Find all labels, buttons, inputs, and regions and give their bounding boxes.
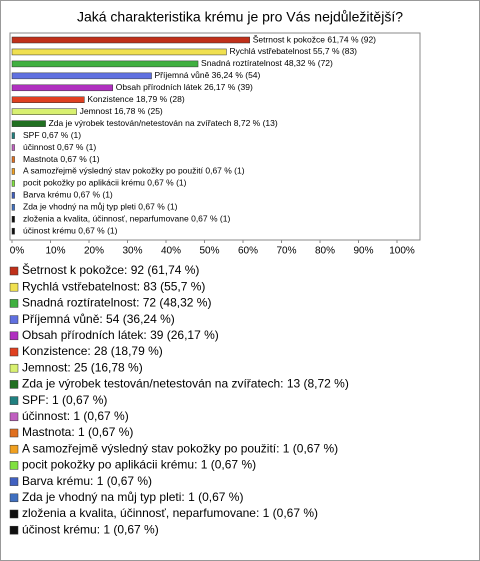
bar-label: Zda je vhodný na můj typ pleti 0,67 % (1… <box>23 202 178 212</box>
plot-frame <box>9 32 421 241</box>
x-tick-label: 100% <box>389 246 415 257</box>
x-tick-label: 60% <box>238 246 258 257</box>
x-tick-label: 20% <box>84 246 104 257</box>
legend-label: Snadná roztíratelnost: 72 (48,32 %) <box>22 296 211 310</box>
legend-swatch <box>9 266 19 276</box>
bar <box>11 156 15 163</box>
legend-label: Mastnota: 1 (0,67 %) <box>22 425 133 439</box>
x-tick-label: 80% <box>315 246 335 257</box>
x-tick-label: 70% <box>276 246 296 257</box>
legend-swatch <box>9 363 19 373</box>
legend-swatch <box>9 396 19 405</box>
x-tick-label: 10% <box>45 246 65 257</box>
bar-label: SPF 0,67 % (1) <box>23 130 81 140</box>
legend-label: Zda je vhodný na můj typ pleti: 1 (0,67 … <box>22 490 243 504</box>
bar <box>11 227 15 235</box>
legend-swatch <box>9 380 19 389</box>
bar-label: Zda je výrobek testován/netestován na zv… <box>49 118 278 128</box>
x-tick-label: 90% <box>353 246 373 257</box>
legend-swatch <box>9 461 19 470</box>
bar-label: Barva krému 0,67 % (1) <box>23 190 113 200</box>
bar-label: pocit pokožky po aplikácii krému 0,67 % … <box>23 178 187 188</box>
bar-label: A samozřejmě výsledný stav pokožky po po… <box>23 166 245 176</box>
x-tick-label: 0% <box>10 246 25 257</box>
legend-label: SPF: 1 (0,67 %) <box>22 393 107 407</box>
legend-swatch <box>9 412 19 422</box>
bar-label: Obsah přírodních látek 26,17 % (39) <box>116 82 253 92</box>
legend-label: Příjemná vůně: 54 (36,24 %) <box>22 312 175 326</box>
legend-label: Barva krému: 1 (0,67 %) <box>22 474 152 488</box>
x-tick-label: 50% <box>199 246 219 257</box>
bar <box>11 48 227 56</box>
bar-label: Jemnost 16,78 % (25) <box>80 106 163 116</box>
legend-swatch <box>9 315 19 324</box>
legend-label: A samozřejmě výsledný stav pokožky po po… <box>22 441 338 455</box>
bar-label: účinost krému 0,67 % (1) <box>23 225 118 235</box>
bar <box>11 72 152 80</box>
bar <box>11 120 46 127</box>
legend-label: Jemnost: 25 (16,78 %) <box>22 360 143 374</box>
legend-label: pocit pokožky po aplikácii krému: 1 (0,6… <box>22 458 256 472</box>
legend-swatch <box>9 282 19 292</box>
legend-label: Šetrnost k pokožce: 92 (61,74 %) <box>22 262 199 277</box>
bar-label: Konzistence 18,79 % (28) <box>87 94 185 104</box>
x-tick-label: 30% <box>122 246 142 257</box>
legend-swatch <box>9 299 19 308</box>
legend-swatch <box>9 525 19 535</box>
bar-label: Příjemná vůně 36,24 % (54) <box>155 70 261 80</box>
bar <box>11 132 15 139</box>
x-tick-label: 40% <box>161 246 181 257</box>
bar <box>11 84 114 92</box>
bar <box>11 204 15 211</box>
legend-swatch <box>9 493 19 503</box>
legend-swatch <box>9 444 19 454</box>
chart-title: Jaká charakteristika krému je pro Vás ne… <box>77 9 403 25</box>
bar <box>11 36 250 44</box>
legend-swatch <box>9 347 19 357</box>
bar <box>11 96 85 103</box>
legend-swatch <box>9 509 19 519</box>
legend-label: účinnost: 1 (0,67 %) <box>22 409 129 423</box>
bar <box>11 108 77 115</box>
legend-label: Obsah přírodních látek: 39 (26,17 %) <box>22 328 219 342</box>
legend-swatch <box>9 428 19 438</box>
bar <box>11 168 15 175</box>
bar-label: účinnost 0,67 % (1) <box>23 142 96 152</box>
bar <box>11 144 15 151</box>
bar-label: Snadná roztíratelnost 48,32 % (72) <box>201 58 333 68</box>
bar-label: Rychlá vstřebatelnost 55,7 % (83) <box>229 46 357 56</box>
bar-label: Mastnota 0,67 % (1) <box>23 154 100 164</box>
bar-label: Šetrnost k pokožce 61,74 % (92) <box>253 34 376 44</box>
legend-label: Rychlá vstřebatelnost: 83 (55,7 %) <box>22 279 205 293</box>
legend-label: účinost krému: 1 (0,67 %) <box>22 522 159 536</box>
bar <box>11 180 15 187</box>
bar <box>11 216 15 223</box>
legend-label: zloženia a kvalita, účinnosť, neparfumov… <box>22 506 318 520</box>
legend-swatch <box>9 331 19 341</box>
bar <box>11 192 15 199</box>
legend-swatch <box>9 477 19 486</box>
legend-label: Konzistence: 28 (18,79 %) <box>22 344 163 358</box>
bar-label: zloženia a kvalita, účinnosť, neparfumov… <box>23 214 230 224</box>
bar <box>11 60 199 68</box>
legend-label: Zda je výrobek testován/netestován na zv… <box>22 377 349 391</box>
